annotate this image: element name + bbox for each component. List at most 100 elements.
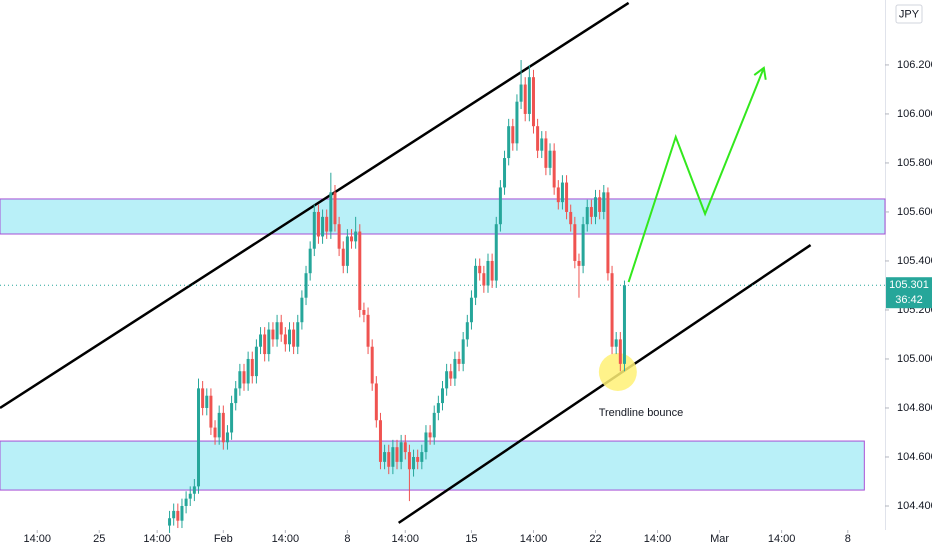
candle-body	[486, 260, 490, 286]
y-tick-label: 104.400	[897, 500, 932, 512]
candle-body	[403, 442, 407, 453]
candle-body	[622, 285, 626, 364]
x-tick-label: Feb	[214, 533, 233, 545]
y-tick-label: 104.600	[897, 451, 932, 463]
candle-body	[474, 265, 478, 298]
x-tick-label: 14:00	[23, 533, 51, 545]
candle-body	[341, 248, 345, 266]
price-tag-label: 105.301	[889, 279, 929, 291]
candle-body	[197, 388, 201, 487]
candle-body	[585, 207, 589, 225]
candle-body	[292, 329, 296, 347]
candle-body	[548, 150, 552, 168]
candle-body	[267, 329, 271, 355]
candle-body	[457, 358, 461, 364]
candle-body	[395, 447, 399, 462]
candle-body	[589, 207, 593, 217]
candle-body	[494, 224, 498, 281]
candle-body	[523, 84, 527, 114]
candle-body	[383, 452, 387, 462]
x-tick-label: 15	[465, 533, 477, 545]
candle-body	[279, 322, 283, 335]
currency-badge	[895, 4, 923, 24]
x-tick-label: 14:00	[768, 533, 796, 545]
candle-body	[618, 339, 622, 364]
candle-body	[436, 403, 440, 413]
candle-body	[275, 322, 279, 340]
candle-body	[420, 452, 424, 462]
candle-body	[242, 371, 246, 384]
y-tick-label: 105.800	[897, 157, 932, 169]
x-tick-label: 14:00	[272, 533, 300, 545]
candle-body	[370, 346, 374, 384]
candle-body	[378, 420, 382, 462]
candle-body	[188, 493, 192, 499]
candle-body	[366, 314, 370, 347]
candle-body	[540, 138, 544, 151]
y-tick-label: 104.800	[897, 402, 932, 414]
candle-body	[445, 371, 449, 389]
candle-body	[498, 187, 502, 225]
price-tag	[886, 277, 932, 309]
y-tick-label: 105.400	[897, 255, 932, 267]
candle-body	[461, 339, 465, 364]
candle-body	[387, 452, 391, 467]
candle-body	[333, 192, 337, 225]
candle-body	[168, 518, 172, 526]
candle-body	[354, 231, 358, 242]
candle-body	[259, 334, 263, 347]
candle-body	[221, 412, 225, 443]
candle-body	[594, 197, 598, 217]
candle-body	[478, 265, 482, 274]
arrow-head	[753, 66, 767, 80]
y-tick-label: 106.000	[897, 108, 932, 120]
candle-body	[362, 309, 366, 315]
candle-body	[296, 322, 300, 347]
candle-body	[209, 395, 213, 428]
candle-body	[573, 224, 577, 261]
candle-body	[552, 150, 556, 188]
candle-body	[465, 322, 469, 340]
candle-body	[283, 334, 287, 345]
candle-body	[503, 158, 507, 188]
x-tick-label: 14:00	[143, 533, 171, 545]
candle-body	[560, 182, 564, 203]
candle-body	[213, 427, 217, 438]
x-tick-label: 8	[845, 533, 851, 545]
x-tick-label: 25	[93, 533, 105, 545]
annotation: Trendline bounce	[599, 407, 684, 419]
projection-arrow	[627, 67, 765, 283]
x-tick-label: 14:00	[520, 533, 548, 545]
candle-body	[416, 456, 420, 462]
candle-body	[391, 447, 395, 467]
y-tick-label: 105.000	[897, 353, 932, 365]
candle-body	[308, 248, 312, 274]
y-tick-label: 105.600	[897, 206, 932, 218]
candle-body	[602, 192, 606, 212]
candle-body	[254, 346, 258, 377]
candle-body	[230, 403, 234, 433]
candle-body	[176, 510, 180, 521]
candle-body	[432, 412, 436, 438]
candle-body	[312, 211, 316, 249]
candle-body	[321, 216, 325, 237]
candle-body	[337, 224, 341, 249]
x-tick-label: 8	[344, 533, 350, 545]
candle-body	[407, 452, 411, 470]
candle-body	[329, 192, 333, 232]
candle-body	[225, 432, 229, 443]
candle-body	[449, 371, 453, 379]
candle-body	[536, 126, 540, 151]
x-tick-label: 14:00	[392, 533, 420, 545]
candle-body	[172, 510, 176, 519]
candle-body	[511, 126, 515, 144]
candle-body	[441, 388, 444, 404]
candle-body	[527, 77, 531, 114]
candle-body	[428, 432, 432, 438]
candle-body	[205, 395, 209, 408]
candle-body	[287, 329, 291, 345]
candle-body	[581, 224, 585, 266]
candle-body	[577, 260, 581, 266]
